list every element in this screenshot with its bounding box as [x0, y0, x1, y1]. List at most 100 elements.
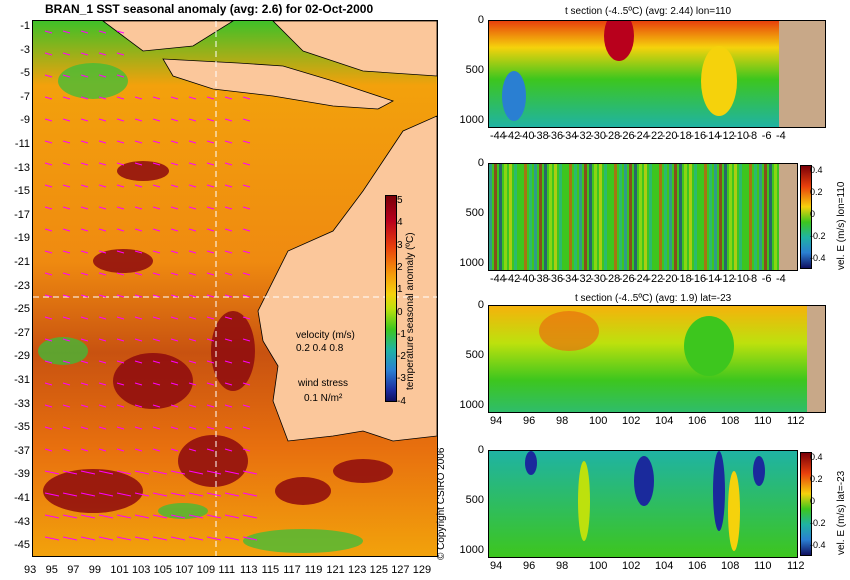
map-x-tick: 97	[67, 564, 80, 576]
wind-vector	[98, 30, 107, 34]
vel-colorbar-tick: -0.2	[810, 518, 826, 528]
panel-x-tick: 100	[589, 560, 608, 572]
wind-vector	[206, 250, 215, 254]
wind-vector	[80, 360, 89, 364]
panel-x-tick: -38	[532, 273, 549, 285]
wind-vector	[206, 360, 215, 364]
wind-vector	[242, 206, 251, 210]
copyright-notice: © Copyright CSIRO 2006	[436, 447, 447, 560]
wind-vector	[242, 140, 251, 144]
velocity-stripe	[714, 164, 717, 270]
wind-vector	[44, 96, 53, 100]
wind-vector	[188, 206, 197, 210]
wind-vector	[152, 404, 161, 408]
velocity-stripe	[494, 164, 497, 270]
panel-x-tick: 100	[589, 415, 608, 427]
panel-x-tick: -8	[747, 273, 758, 285]
wind-vector	[224, 514, 240, 519]
t-section-lat-panel	[488, 305, 826, 413]
vel-colorbar-tick: -0.4	[810, 253, 826, 263]
wind-vector	[170, 536, 186, 541]
map-y-tick: -3	[20, 43, 30, 56]
wind-vector	[152, 492, 168, 497]
panel-x-tick: -24	[633, 130, 649, 142]
wind-vector	[62, 74, 71, 78]
wind-vector	[116, 448, 125, 452]
wind-vector	[188, 250, 197, 254]
wind-vector	[44, 206, 53, 210]
panel-x-tick: -36	[547, 273, 564, 285]
landmass-java	[162, 58, 395, 110]
wind-vector	[134, 118, 143, 122]
wind-vector	[80, 118, 89, 122]
velocity-stripe	[734, 164, 737, 270]
wind-vector	[44, 470, 60, 475]
wind-vector	[80, 492, 96, 497]
wind-vector	[98, 338, 107, 342]
panel-x-tick: -20	[661, 130, 678, 142]
wind-vector	[242, 250, 251, 254]
vel-colorbar-tick: -0.4	[810, 540, 826, 550]
wind-vector	[224, 140, 233, 144]
wind-vector	[98, 118, 107, 122]
panel-x-tick: -44	[490, 273, 506, 285]
wind-vector	[188, 184, 197, 188]
wind-vector	[188, 492, 204, 497]
panel-x-tick: -26	[618, 130, 635, 142]
map-y-tick: -29	[14, 350, 30, 363]
map-y-tick: -37	[14, 444, 30, 457]
wind-vector	[80, 470, 96, 475]
wind-vector	[44, 118, 53, 122]
map-x-tick: 117	[283, 564, 301, 576]
wind-vector	[44, 140, 53, 144]
map-x-tick: 93	[24, 564, 37, 576]
wind-vector	[152, 426, 161, 430]
map-colorbar-tick: -1	[397, 328, 406, 340]
panel-x-tick: -34	[561, 130, 578, 142]
velocity-stripe	[539, 164, 542, 270]
wind-vector	[152, 360, 161, 364]
wind-vector	[116, 184, 125, 188]
wind-vector	[242, 404, 251, 408]
panel-x-tick: 98	[556, 415, 569, 427]
wind-vector	[80, 30, 89, 34]
velocity-stripe	[619, 164, 622, 270]
wind-vector	[224, 448, 233, 452]
wind-vector	[188, 536, 204, 541]
panel-x-tick: -12	[718, 130, 735, 142]
panel3-title: t section (-4..5ºC) (avg: 1.9) lat=-23	[575, 293, 732, 304]
wind-vector	[62, 162, 71, 166]
wind-vector	[224, 536, 240, 541]
wind-vector	[80, 338, 89, 342]
panel-x-tick: -40	[518, 273, 535, 285]
wind-vector	[152, 272, 161, 276]
panel-x-tick: 104	[655, 415, 674, 427]
wind-vector	[80, 52, 89, 56]
wind-vector	[134, 162, 143, 166]
wind-vector	[80, 228, 89, 232]
wind-vector	[80, 206, 89, 210]
wind-vector	[224, 316, 233, 320]
wind-vector	[134, 448, 143, 452]
wind-vector	[80, 162, 89, 166]
wind-vector	[224, 492, 240, 497]
panel-x-tick: -14	[704, 130, 721, 142]
wind-vector	[62, 140, 71, 144]
wind-vector	[152, 228, 161, 232]
panel-x-tick: -16	[690, 130, 707, 142]
wind-vector	[116, 250, 125, 254]
wind-vector	[188, 316, 197, 320]
panel-x-tick: -18	[675, 273, 692, 285]
panel-y-tick: 500	[465, 207, 484, 219]
wind-vector	[242, 294, 251, 298]
wind-vector	[224, 426, 233, 430]
wind-vector	[170, 294, 179, 298]
map-colorbar-label: temperature seasonal anomaly (ºC)	[405, 232, 416, 390]
velocity-stripe	[774, 164, 777, 270]
wind-vector	[134, 536, 150, 541]
panel3-svg	[489, 306, 825, 412]
wind-vector	[224, 184, 233, 188]
wind-vector	[242, 316, 251, 320]
velocity-legend-scale: 0.2 0.4 0.8	[296, 343, 344, 354]
t-section-lon-panel	[488, 20, 826, 128]
